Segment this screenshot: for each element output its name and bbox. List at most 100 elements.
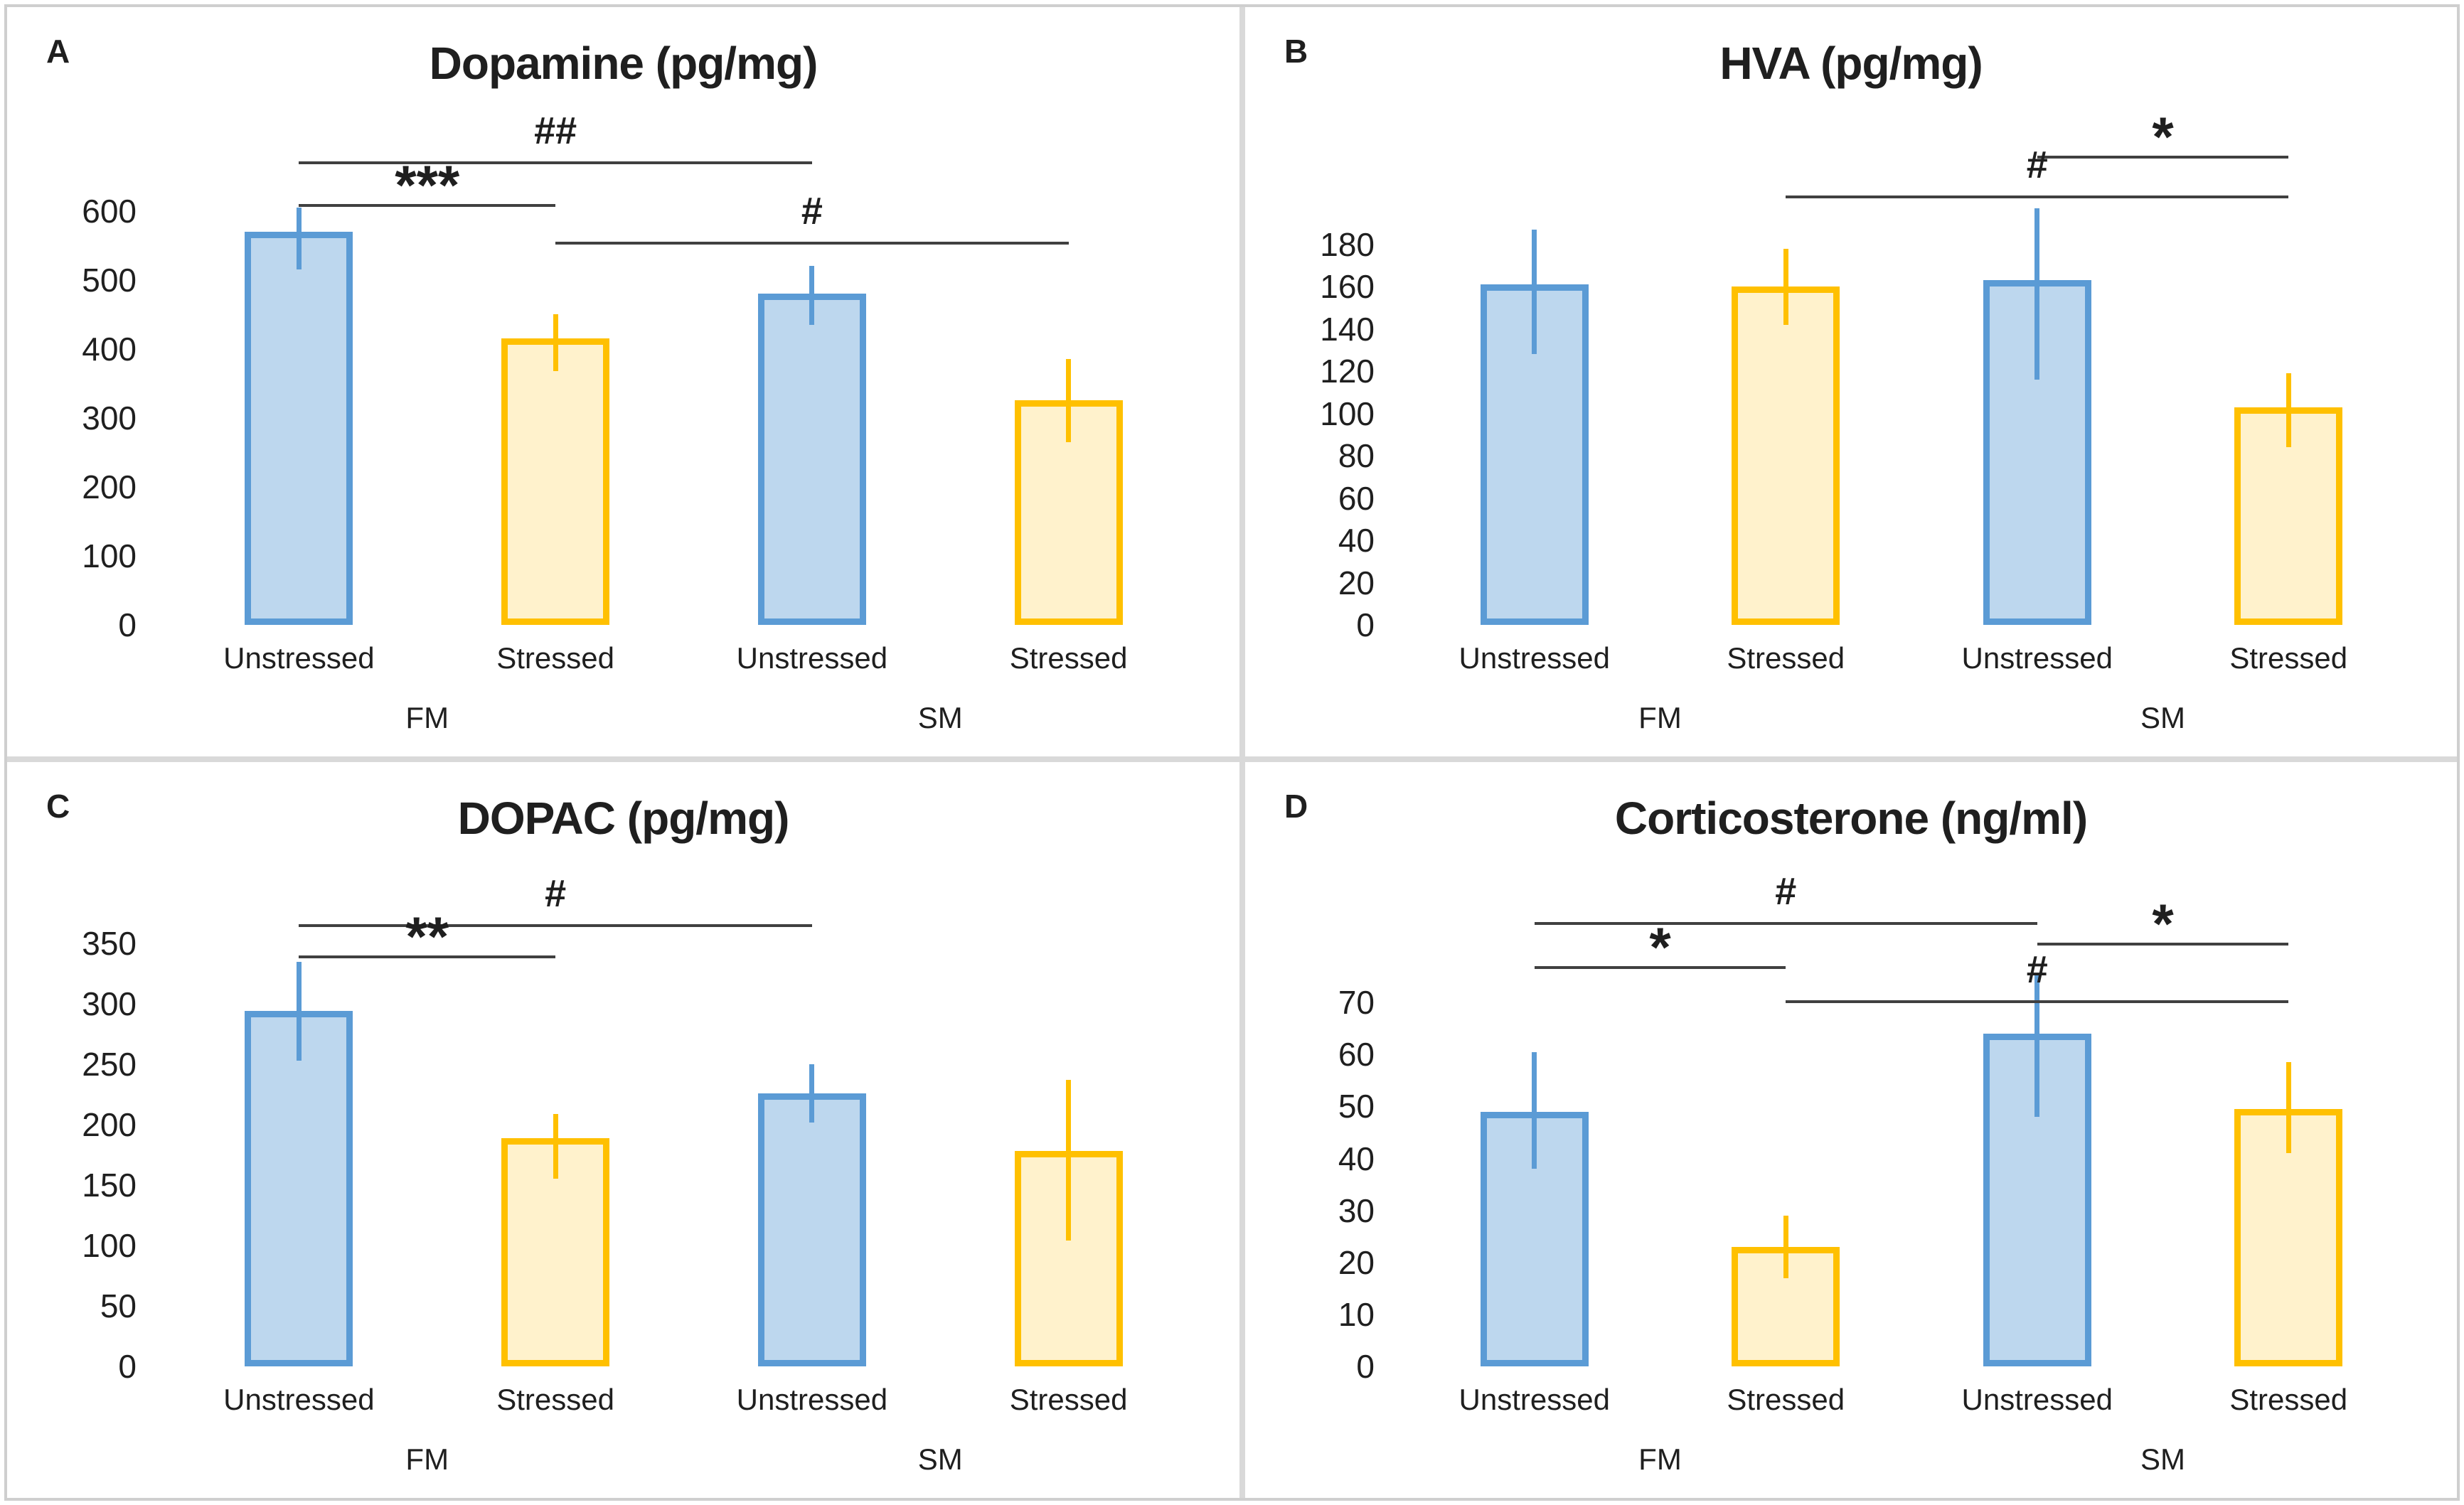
panel-letter: C — [46, 788, 70, 825]
significance-symbol: * — [2152, 892, 2174, 955]
y-tick-label: 150 — [82, 1167, 137, 1204]
panel-hva: B HVA (pg/mg) 0 20 40 60 80 100 120 140 160 180 * #… — [1245, 7, 2457, 756]
error-bar — [553, 1113, 558, 1179]
y-tick-label: 40 — [1338, 1140, 1375, 1177]
error-bar — [1783, 248, 1788, 325]
x-category-label: Unstressed — [1961, 1383, 2113, 1416]
significance-line — [299, 161, 812, 164]
y-tick-label: 20 — [1338, 564, 1375, 601]
bar-stressed-fm — [501, 338, 610, 625]
error-bar — [1532, 1051, 1537, 1169]
error-bar — [2286, 373, 2291, 448]
x-group-label: FM — [405, 1442, 449, 1476]
chart-title: HVA (pg/mg) — [1719, 38, 1983, 89]
y-tick-label: 200 — [82, 1106, 137, 1143]
x-group-label: SM — [917, 1442, 963, 1476]
y-tick-label: 60 — [1338, 479, 1375, 517]
y-tick-label: 300 — [82, 985, 137, 1022]
x-category-label: Unstressed — [223, 1383, 375, 1416]
y-tick-label: 0 — [118, 606, 137, 643]
significance-line — [299, 923, 812, 927]
plot-area: 0 20 40 60 80 100 120 140 160 180 * # Unstressed Stre… — [1245, 7, 2457, 756]
x-category-label: Stressed — [1727, 1383, 1845, 1416]
y-tick-label: 200 — [82, 468, 137, 505]
x-category-label: Stressed — [496, 641, 614, 675]
significance-symbol: *** — [395, 153, 460, 216]
error-bar — [553, 314, 558, 371]
error-bar — [2286, 1062, 2291, 1154]
x-group-label: FM — [405, 701, 449, 734]
error-bar — [2034, 973, 2040, 1118]
significance-line — [1786, 196, 2289, 199]
significance-line — [299, 955, 556, 958]
error-bar — [296, 961, 302, 1061]
y-tick-label: 0 — [1356, 606, 1375, 643]
bar-unstressed-sm — [757, 294, 866, 625]
bar-stressed-fm — [1732, 286, 1840, 625]
x-group-label: FM — [1638, 701, 1682, 734]
significance-symbol: # — [2026, 948, 2048, 991]
y-tick-label: 100 — [82, 1227, 137, 1264]
significance-symbol: # — [545, 872, 567, 915]
y-tick-label: 0 — [1356, 1348, 1375, 1385]
bar-stressed-sm — [1014, 1151, 1123, 1366]
panel-dopac: C DOPAC (pg/mg) 0 50 100 150 200 250 300 350 # **… — [7, 762, 1239, 1498]
x-category-label: Unstressed — [1458, 641, 1610, 675]
y-tick-label: 0 — [118, 1348, 137, 1385]
significance-symbol: * — [1649, 915, 1671, 978]
panel-dopamine: A Dopamine (pg/mg) 0 100 200 300 400 500 600 ##… — [7, 7, 1239, 756]
error-bar — [809, 266, 815, 325]
significance-line — [555, 242, 1069, 245]
x-category-label: Unstressed — [1961, 641, 2113, 675]
significance-line — [1534, 921, 2037, 925]
x-category-label: Unstressed — [223, 641, 375, 675]
y-tick-label: 20 — [1338, 1243, 1375, 1281]
x-group-label: SM — [917, 701, 963, 734]
y-tick-label: 10 — [1338, 1295, 1375, 1333]
significance-line — [1786, 1000, 2289, 1003]
y-tick-label: 50 — [100, 1287, 137, 1324]
significance-symbol: # — [1775, 869, 1797, 913]
x-category-label: Stressed — [2229, 641, 2348, 675]
significance-symbol: ## — [534, 109, 577, 152]
x-category-label: Unstressed — [736, 641, 888, 675]
significance-line — [2037, 155, 2289, 159]
x-category-label: Stressed — [496, 1383, 614, 1416]
significance-line — [1534, 965, 1786, 969]
y-tick-label: 350 — [82, 925, 137, 962]
chart-title: Dopamine (pg/mg) — [429, 38, 818, 89]
x-group-label: FM — [1638, 1442, 1682, 1476]
y-tick-label: 40 — [1338, 522, 1375, 559]
error-bar — [1066, 359, 1072, 442]
panel-letter: A — [46, 33, 70, 70]
panel-letter: B — [1284, 33, 1308, 70]
y-tick-label: 30 — [1338, 1191, 1375, 1229]
x-category-label: Stressed — [2229, 1383, 2348, 1416]
significance-symbol: # — [2026, 144, 2048, 187]
y-tick-label: 120 — [1320, 353, 1375, 390]
y-tick-label: 180 — [1320, 225, 1375, 263]
x-category-label: Stressed — [1009, 1383, 1128, 1416]
error-bar — [2034, 208, 2040, 380]
bar-unstressed-fm — [245, 1011, 353, 1366]
chart-title: DOPAC (pg/mg) — [457, 793, 790, 844]
panel-letter: D — [1284, 788, 1308, 825]
significance-line — [299, 203, 556, 207]
plot-area: 0 100 200 300 400 500 600 ## *** # Unstressed Stres… — [7, 7, 1239, 756]
plot-area: 0 10 20 30 40 50 60 70 # * * # Unstressed Stressed Uns… — [1245, 762, 2457, 1498]
error-bar — [809, 1064, 815, 1123]
error-bar — [296, 207, 302, 270]
x-category-label: Unstressed — [736, 1383, 888, 1416]
x-category-label: Unstressed — [1458, 1383, 1610, 1416]
y-tick-label: 400 — [82, 330, 137, 368]
y-tick-label: 300 — [82, 399, 137, 436]
bar-unstressed-sm — [757, 1093, 866, 1366]
y-tick-label: 160 — [1320, 268, 1375, 306]
chart-title: Corticosterone (ng/ml) — [1614, 793, 2088, 844]
y-tick-label: 80 — [1338, 437, 1375, 475]
error-bar — [1066, 1080, 1072, 1241]
error-bar — [1783, 1215, 1788, 1278]
bar-stressed-sm — [1014, 400, 1123, 625]
y-tick-label: 60 — [1338, 1036, 1375, 1073]
